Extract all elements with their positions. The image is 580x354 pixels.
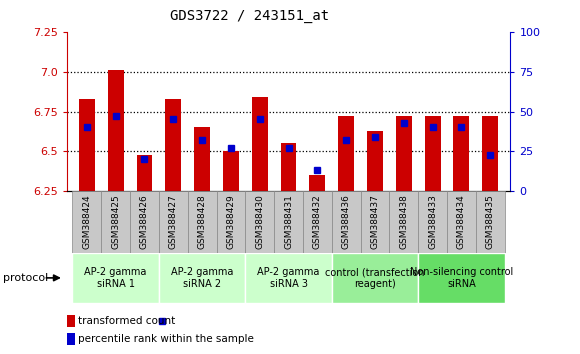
Bar [245, 253, 332, 303]
Bar [338, 116, 354, 191]
Text: GSM388430: GSM388430 [255, 194, 264, 249]
Bar [425, 116, 441, 191]
Text: protocol: protocol [3, 273, 48, 283]
Bar [332, 191, 361, 253]
Text: GSM388433: GSM388433 [428, 194, 437, 249]
Text: GSM388431: GSM388431 [284, 194, 293, 249]
Bar [476, 191, 505, 253]
Text: GSM388434: GSM388434 [457, 194, 466, 249]
Text: control (transfection
reagent): control (transfection reagent) [325, 267, 425, 289]
Text: GDS3722 / 243151_at: GDS3722 / 243151_at [170, 9, 329, 23]
Bar [130, 191, 159, 253]
Text: GSM388438: GSM388438 [399, 194, 408, 249]
Bar [72, 253, 159, 303]
Bar [396, 116, 412, 191]
Bar [165, 99, 181, 191]
Text: Non-silencing control
siRNA: Non-silencing control siRNA [410, 267, 513, 289]
Bar [159, 191, 188, 253]
Text: AP-2 gamma
siRNA 1: AP-2 gamma siRNA 1 [85, 267, 147, 289]
Bar [108, 70, 124, 191]
Text: AP-2 gamma
siRNA 3: AP-2 gamma siRNA 3 [258, 267, 320, 289]
Bar [483, 116, 498, 191]
Bar [136, 154, 153, 191]
Bar [303, 191, 332, 253]
Text: GSM388425: GSM388425 [111, 194, 120, 249]
Text: percentile rank within the sample: percentile rank within the sample [78, 334, 253, 344]
Bar [72, 191, 102, 253]
Text: GSM388427: GSM388427 [169, 194, 178, 249]
Bar [274, 191, 303, 253]
Bar [67, 315, 75, 327]
Bar [389, 191, 418, 253]
Bar [223, 152, 239, 191]
Bar [67, 333, 75, 345]
Text: GSM388437: GSM388437 [371, 194, 379, 249]
Text: GSM388432: GSM388432 [313, 194, 322, 249]
Text: GSM388424: GSM388424 [82, 194, 92, 249]
Bar [194, 127, 210, 191]
Bar [79, 99, 95, 191]
Text: GSM388435: GSM388435 [485, 194, 495, 249]
Bar [159, 253, 245, 303]
Bar [361, 191, 389, 253]
Bar [418, 191, 447, 253]
Bar [188, 191, 216, 253]
Bar [418, 253, 505, 303]
Bar [454, 116, 469, 191]
Text: GSM388426: GSM388426 [140, 194, 149, 249]
Text: GSM388428: GSM388428 [198, 194, 206, 249]
Bar [367, 131, 383, 191]
Bar [245, 191, 274, 253]
Text: transformed count: transformed count [78, 316, 175, 326]
Bar [252, 97, 267, 191]
Text: GSM388429: GSM388429 [226, 194, 235, 249]
Bar [447, 191, 476, 253]
Bar [281, 143, 296, 191]
Text: AP-2 gamma
siRNA 2: AP-2 gamma siRNA 2 [171, 267, 233, 289]
Bar [332, 253, 418, 303]
Bar [216, 191, 245, 253]
Bar [310, 175, 325, 191]
Bar [102, 191, 130, 253]
Text: GSM388436: GSM388436 [342, 194, 351, 249]
